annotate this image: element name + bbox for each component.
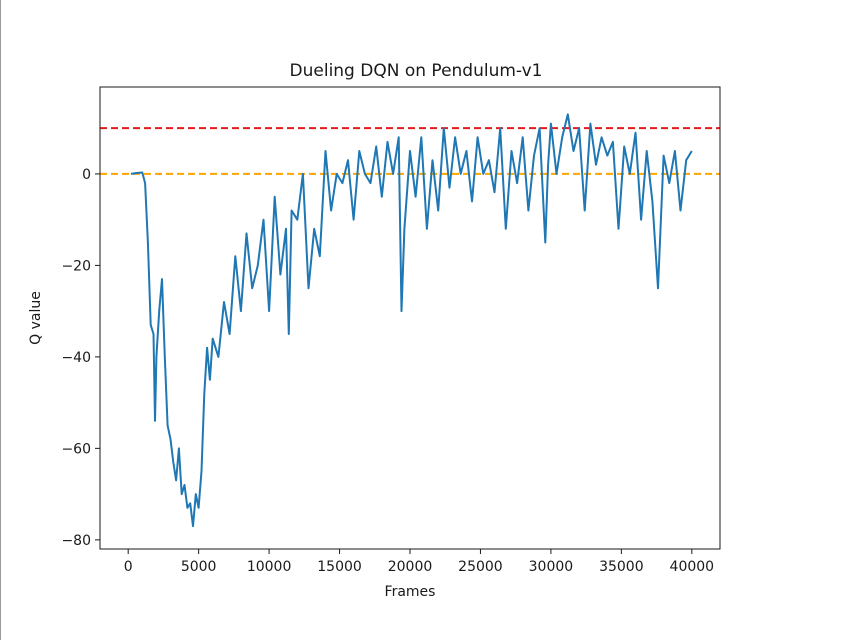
x-tick-label: 5000 bbox=[181, 559, 217, 575]
x-tick-label: 40000 bbox=[670, 559, 715, 575]
x-tick-label: 20000 bbox=[388, 559, 433, 575]
reference-lines bbox=[100, 127, 720, 175]
x-tick-label: 15000 bbox=[317, 559, 362, 575]
chart-title: Dueling DQN on Pendulum-v1 bbox=[290, 61, 543, 81]
y-tick-label: −40 bbox=[61, 350, 91, 366]
y-axis-ticks: −80 −60 −40 −20 0 bbox=[61, 167, 100, 549]
window-left-border bbox=[0, 0, 1, 640]
y-tick-label: −80 bbox=[61, 533, 91, 549]
x-tick-label: 25000 bbox=[458, 559, 503, 575]
y-axis-label: Q value bbox=[28, 291, 44, 345]
x-tick-label: 35000 bbox=[599, 559, 644, 575]
x-axis-label: Frames bbox=[385, 584, 436, 600]
x-axis-ticks: 0 5000 10000 15000 20000 25000 30000 35000 40000 bbox=[124, 549, 714, 575]
x-tick-label: 10000 bbox=[247, 559, 292, 575]
series-line-0 bbox=[130, 113, 693, 528]
y-tick-label: −20 bbox=[61, 258, 91, 274]
x-tick-label: 30000 bbox=[529, 559, 574, 575]
y-tick-label: −60 bbox=[61, 441, 91, 457]
y-tick-label: 0 bbox=[82, 167, 91, 183]
series-layer bbox=[130, 113, 693, 528]
x-tick-label: 0 bbox=[124, 559, 133, 575]
